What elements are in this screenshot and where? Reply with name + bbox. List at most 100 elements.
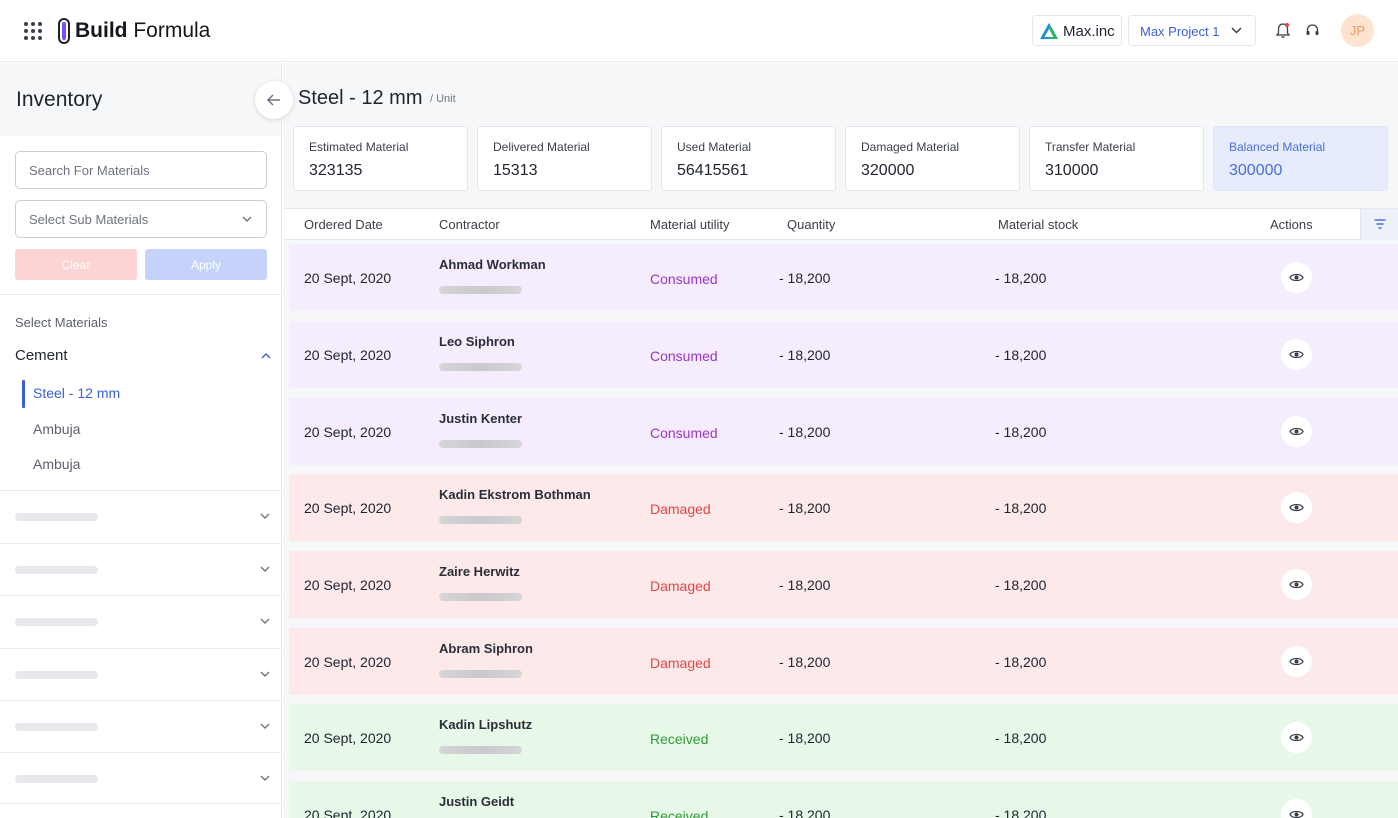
view-button[interactable] <box>1281 416 1312 447</box>
eye-icon <box>1289 657 1304 666</box>
sub-material-item-ambuja-2[interactable]: Ambuja <box>22 451 272 477</box>
table-row: 20 Sept, 2020 Leo Siphron Consumed - 18,… <box>289 321 1398 388</box>
sub-material-label: Ambuja <box>33 421 81 437</box>
sub-material-item-steel[interactable]: Steel - 12 mm <box>22 380 272 408</box>
eye-icon <box>1289 810 1304 818</box>
material-group-label: Cement <box>15 347 68 364</box>
material-group-collapsed[interactable] <box>0 595 281 647</box>
cell-contractor: Leo Siphron <box>439 334 515 349</box>
column-header-material-stock[interactable]: Material stock <box>998 217 1079 232</box>
page-title: Steel - 12 mm <box>298 87 423 109</box>
material-group-collapsed[interactable] <box>0 543 281 595</box>
bell-icon[interactable] <box>1275 22 1291 39</box>
stat-card-transfer: Transfer Material 310000 <box>1029 126 1204 191</box>
stat-label: Delivered Material <box>493 140 590 154</box>
stat-value: 323135 <box>309 162 363 179</box>
cell-material-stock: - 18,200 <box>995 424 1047 440</box>
column-header-ordered-date[interactable]: Ordered Date <box>304 217 383 232</box>
select-materials-label: Select Materials <box>15 315 108 330</box>
view-button[interactable] <box>1281 569 1312 600</box>
eye-icon <box>1289 350 1304 359</box>
cell-ordered-date: 20 Sept, 2020 <box>304 500 392 516</box>
stat-label: Balanced Material <box>1229 140 1326 154</box>
view-button[interactable] <box>1281 799 1312 818</box>
table-row: 20 Sept, 2020 Kadin Lipshutz Received - … <box>289 704 1398 771</box>
material-group-cement[interactable]: Cement <box>0 343 281 369</box>
cell-quantity: - 18,200 <box>779 270 831 286</box>
cell-quantity: - 18,200 <box>779 577 831 593</box>
view-button[interactable] <box>1281 646 1312 677</box>
stat-label: Transfer Material <box>1045 140 1136 154</box>
build-formula-logo-icon <box>58 18 70 44</box>
cell-ordered-date: 20 Sept, 2020 <box>304 577 392 593</box>
cell-material-stock: - 18,200 <box>995 730 1047 746</box>
chevron-down-icon <box>260 775 270 781</box>
user-avatar[interactable]: JP <box>1341 14 1374 47</box>
table-row: 20 Sept, 2020 Zaire Herwitz Damaged - 18… <box>289 551 1398 618</box>
column-header-actions: Actions <box>1270 217 1313 232</box>
table-row: 20 Sept, 2020 Kadin Ekstrom Bothman Dama… <box>289 474 1398 541</box>
stat-value: 15313 <box>493 162 538 179</box>
table-row: 20 Sept, 2020 Ahmad Workman Consumed - 1… <box>289 244 1398 311</box>
project-select[interactable]: Max Project 1 <box>1128 15 1256 46</box>
placeholder-bar <box>15 513 98 521</box>
stat-card-used: Used Material 56415561 <box>661 126 836 191</box>
eye-icon <box>1289 580 1304 589</box>
cell-quantity: - 18,200 <box>779 807 831 818</box>
apply-button[interactable]: Apply <box>145 249 267 280</box>
headset-support-icon[interactable] <box>1305 23 1320 38</box>
sub-material-label: Steel - 12 mm <box>33 385 121 401</box>
stat-value: 320000 <box>861 162 915 179</box>
placeholder-bar <box>15 618 98 626</box>
cell-ordered-date: 20 Sept, 2020 <box>304 730 392 746</box>
collapse-sidebar-button[interactable] <box>255 81 293 119</box>
sub-materials-select[interactable]: Select Sub Materials <box>15 200 267 238</box>
chevron-down-icon <box>260 513 270 519</box>
cell-material-utility: Received <box>650 731 709 747</box>
view-button[interactable] <box>1281 722 1312 753</box>
placeholder-bar <box>439 670 522 678</box>
placeholder-bar <box>439 286 522 294</box>
material-group-collapsed[interactable] <box>0 490 281 542</box>
cell-material-stock: - 18,200 <box>995 577 1047 593</box>
project-name: Max Project 1 <box>1140 24 1220 39</box>
column-header-quantity[interactable]: Quantity <box>787 217 836 232</box>
cell-contractor: Kadin Ekstrom Bothman <box>439 487 591 502</box>
cell-material-utility: Damaged <box>650 578 711 594</box>
placeholder-bar <box>15 566 98 574</box>
cell-ordered-date: 20 Sept, 2020 <box>304 424 392 440</box>
column-header-material-utility[interactable]: Material utility <box>650 217 730 232</box>
chevron-down-icon <box>1231 27 1242 34</box>
search-materials-input[interactable] <box>15 151 267 189</box>
column-header-contractor[interactable]: Contractor <box>439 217 500 232</box>
cell-quantity: - 18,200 <box>779 654 831 670</box>
stat-card-balanced[interactable]: Balanced Material 300000 <box>1213 126 1388 191</box>
sub-material-label: Ambuja <box>33 456 81 472</box>
view-button[interactable] <box>1281 262 1312 293</box>
cell-material-utility: Consumed <box>650 271 718 287</box>
view-button[interactable] <box>1281 339 1312 370</box>
cell-contractor: Ahmad Workman <box>439 257 546 272</box>
cell-quantity: - 18,200 <box>779 730 831 746</box>
cell-material-utility: Damaged <box>650 501 711 517</box>
brand-name[interactable]: Build Formula <box>75 19 211 42</box>
cell-material-utility: Received <box>650 808 709 818</box>
cell-ordered-date: 20 Sept, 2020 <box>304 347 392 363</box>
filter-button[interactable] <box>1360 209 1398 240</box>
material-group-collapsed[interactable] <box>0 752 281 804</box>
filter-icon <box>1374 219 1386 229</box>
material-group-collapsed[interactable] <box>0 648 281 700</box>
cell-ordered-date: 20 Sept, 2020 <box>304 654 392 670</box>
stat-value: 56415561 <box>677 162 749 179</box>
material-group-collapsed[interactable] <box>0 700 281 752</box>
sub-material-item-ambuja[interactable]: Ambuja <box>22 416 272 442</box>
table-row: 20 Sept, 2020 Justin Geidt Received - 18… <box>289 781 1398 818</box>
table-header: Ordered Date Contractor Material utility… <box>283 208 1398 240</box>
organization-switcher[interactable]: Max.inc <box>1032 15 1122 46</box>
placeholder-bar <box>439 516 522 524</box>
clear-button[interactable]: Clear <box>15 249 137 280</box>
apps-grid-icon[interactable] <box>24 22 42 40</box>
placeholder-bar <box>15 723 98 731</box>
view-button[interactable] <box>1281 492 1312 523</box>
sub-materials-select-placeholder: Select Sub Materials <box>29 212 149 227</box>
